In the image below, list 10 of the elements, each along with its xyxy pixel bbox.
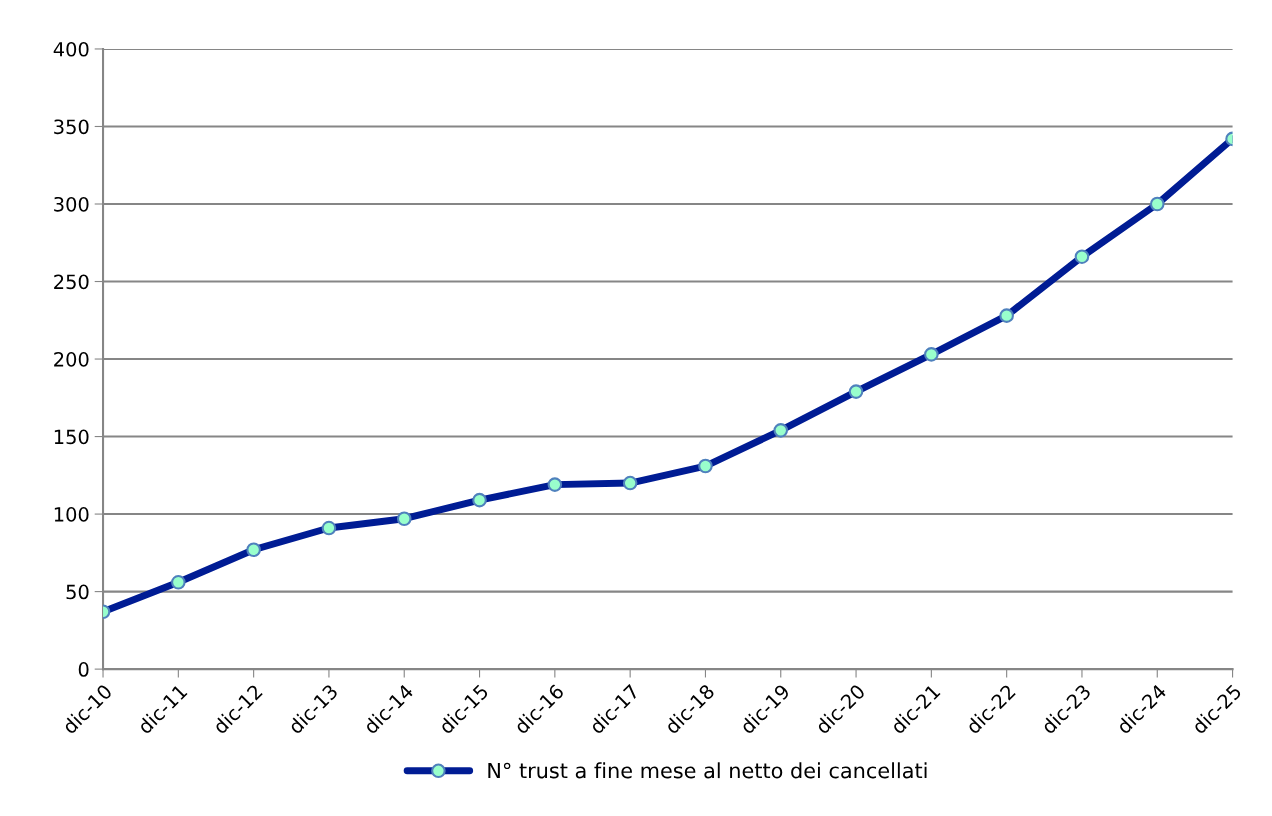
y-tick-label: 300	[54, 196, 89, 212]
y-tick-label: 150	[54, 429, 89, 445]
y-tick-label: 100	[54, 507, 89, 522]
y-tick-label: 200	[54, 352, 89, 367]
legend-label: N° trust a fine mese al netto dei cancellati	[488, 762, 927, 779]
y-tick-label: 350	[54, 119, 89, 135]
y-tick-label: 50	[66, 584, 89, 600]
y-tick-label: 0	[78, 662, 89, 677]
y-tick-label: 250	[54, 274, 89, 290]
y-tick-label: 400	[53, 41, 89, 57]
